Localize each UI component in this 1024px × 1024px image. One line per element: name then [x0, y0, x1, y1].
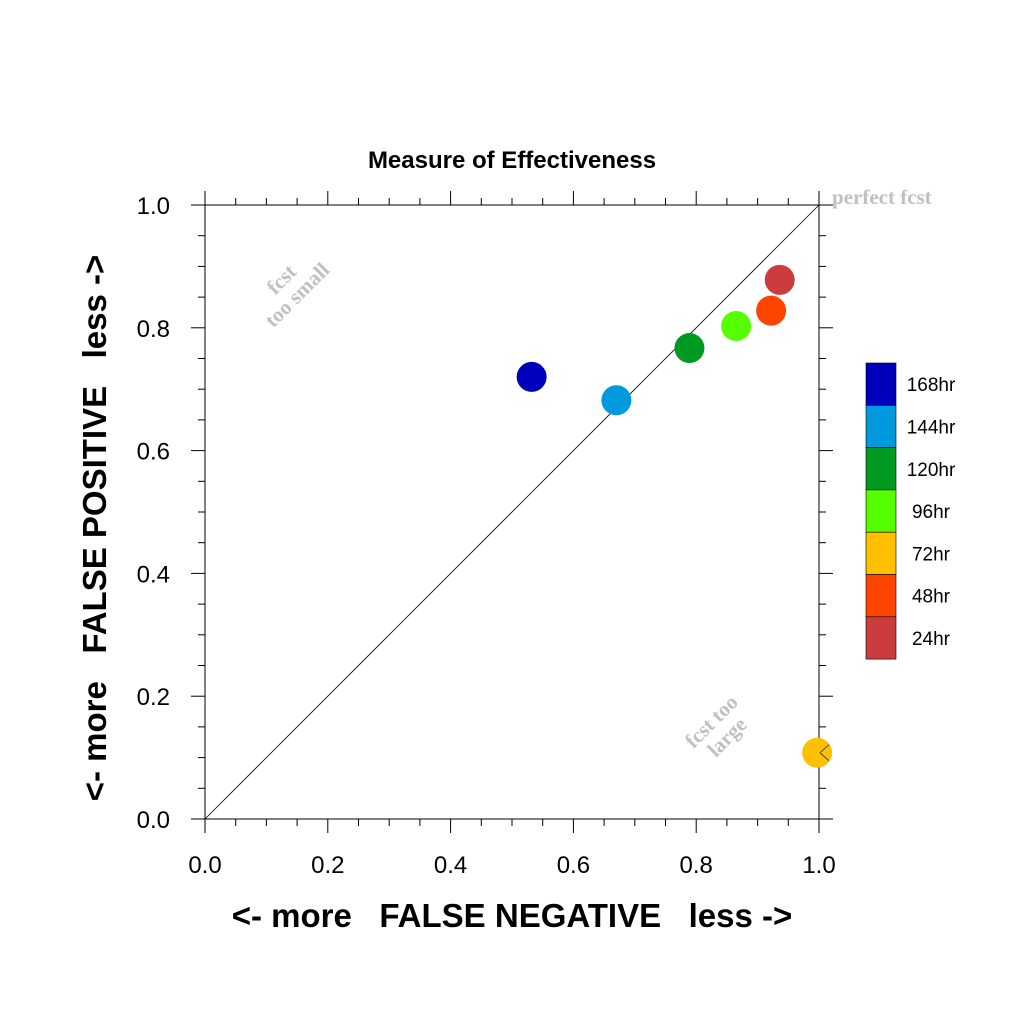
data-points [516, 264, 833, 768]
point-96hr [721, 310, 752, 341]
point-168hr [516, 361, 547, 392]
x-tick-label: 0.2 [311, 852, 344, 879]
y-tick-label: 0.6 [137, 439, 170, 466]
legend-swatch-144hr [865, 404, 897, 448]
legend-label-168hr: 168hr [907, 375, 956, 396]
legend-swatch-96hr [865, 489, 897, 533]
y-tick-label: 0.8 [137, 316, 170, 343]
legend-label-72hr: 72hr [912, 544, 951, 565]
edge-marker [819, 744, 830, 762]
legend-swatch-48hr [865, 574, 897, 618]
y-tick-label: 0.2 [137, 684, 170, 711]
x-tick-label: 0.8 [680, 852, 713, 879]
too-small-line-2: too small [260, 258, 334, 332]
perfect-forecast-annotation: perfect fcst [832, 185, 932, 209]
x-axis-label: <- more FALSE NEGATIVE less -> [232, 897, 793, 934]
too-large-annotation: fcst too large [680, 690, 751, 761]
point-24hr [764, 264, 795, 295]
y-tick-label: 1.0 [137, 193, 170, 220]
perfect-forecast-diagonal [204, 204, 820, 820]
x-tick-label: 0.6 [557, 852, 590, 879]
legend-swatch-120hr [865, 447, 897, 491]
x-tick-label: 0.4 [434, 852, 467, 879]
x-tick-label: 0.0 [188, 852, 221, 879]
legend-label-144hr: 144hr [907, 417, 956, 438]
chart-title: Measure of Effectiveness [368, 147, 656, 174]
legend-label-96hr: 96hr [912, 502, 951, 523]
y-tick-label: 0.4 [137, 561, 170, 588]
point-144hr [601, 385, 632, 416]
x-tick-label: 1.0 [802, 852, 835, 879]
point-48hr [756, 295, 787, 326]
axis-ticks [191, 191, 833, 833]
legend-label-24hr: 24hr [912, 629, 951, 650]
y-tick-label: 0.0 [137, 807, 170, 834]
legend-label-120hr: 120hr [907, 460, 956, 481]
y-axis-label: <- more FALSE POSITIVE less -> [76, 255, 113, 802]
legend-swatch-72hr [865, 531, 897, 575]
too-small-annotation: fcst too small [260, 258, 334, 332]
point-72hr [802, 737, 833, 768]
legend-swatch-168hr [865, 362, 897, 406]
legend-label-48hr: 48hr [912, 587, 951, 608]
tick-labels: 0.0 0.2 0.4 0.6 0.8 1.0 0.0 0.2 0.4 0.6 0.8 1.0 [137, 193, 836, 879]
point-120hr [674, 333, 705, 364]
legend-swatch-24hr [865, 616, 897, 660]
legend: 168hr 144hr 120hr 96hr 72hr 48hr 24hr [865, 362, 956, 660]
